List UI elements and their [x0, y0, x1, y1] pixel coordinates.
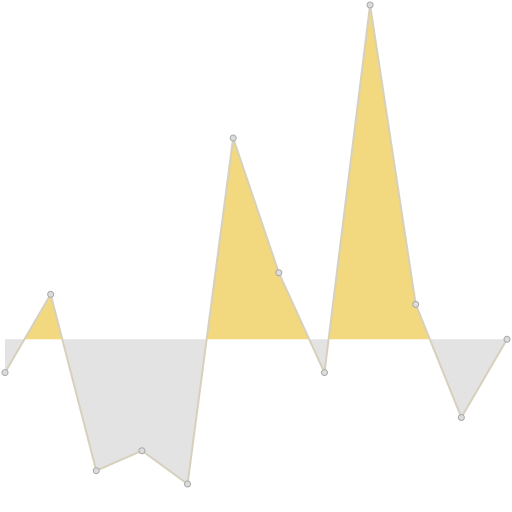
data-point: [229, 134, 237, 142]
data-point: [47, 290, 55, 298]
data-point: [1, 369, 9, 377]
data-points: [1, 1, 511, 488]
series-line: [4, 4, 508, 485]
data-point: [412, 300, 420, 308]
data-point: [138, 447, 146, 455]
positive-area: [328, 5, 430, 340]
negative-area: [429, 339, 507, 418]
data-point: [366, 1, 374, 9]
series-lines: [4, 4, 508, 485]
data-point: [92, 467, 100, 475]
area-fills: [5, 5, 507, 484]
data-point: [503, 335, 511, 343]
data-point: [320, 369, 328, 377]
positive-area: [206, 138, 310, 340]
data-point: [457, 413, 465, 421]
negative-area: [62, 339, 207, 484]
data-point: [184, 480, 192, 488]
data-point: [275, 269, 283, 277]
